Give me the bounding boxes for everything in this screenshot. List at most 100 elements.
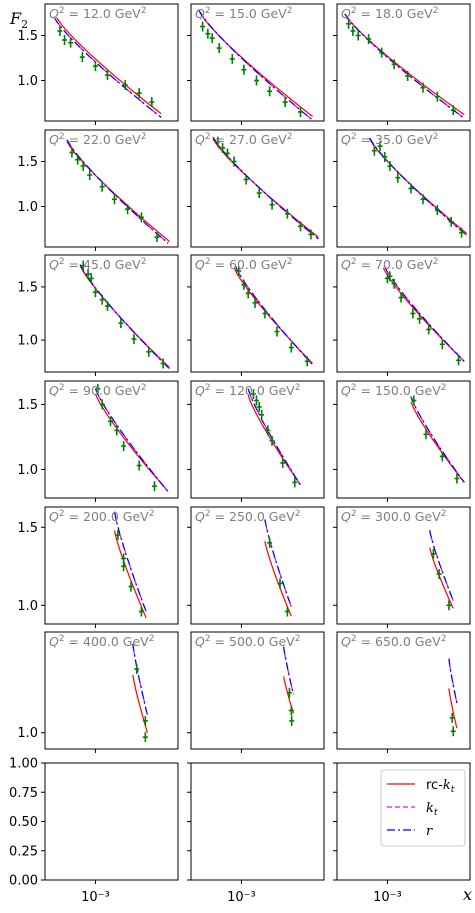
q2-label: Q2 = 150.0 GeV2 <box>341 383 446 398</box>
panel-frame <box>336 631 471 750</box>
q2-label: Q2 = 120.0 GeV2 <box>195 383 300 398</box>
y-tick-label: 1.0 <box>17 334 38 349</box>
q2-label: Q2 = 15.0 GeV2 <box>195 6 292 21</box>
curve-kt <box>283 646 295 695</box>
curve-r <box>448 658 458 704</box>
panel-q2-70.0: Q2 = 70.0 GeV2 <box>333 254 471 376</box>
panel-q2-650.0: Q2 = 650.0 GeV2 <box>333 631 471 753</box>
y-tick-label: 1.0 <box>17 599 38 614</box>
q2-label: Q2 = 400.0 GeV2 <box>49 634 154 649</box>
curve-kt <box>410 396 465 483</box>
panel-frame <box>190 3 325 122</box>
legend-label: r <box>426 824 433 839</box>
curve-rc-kt <box>448 688 458 729</box>
curve-kt <box>212 136 319 240</box>
panel-q2-18.0: Q2 = 18.0 GeV2 <box>333 3 471 125</box>
y-tick-label: 1.5 <box>17 155 38 170</box>
curve-rc-kt <box>382 267 465 362</box>
legend-frame <box>380 769 466 847</box>
y-tick-label: 0.25 <box>9 844 38 859</box>
panel-q2-500.0: Q2 = 500.0 GeV2 <box>187 631 325 753</box>
curve-kt <box>234 265 314 366</box>
curve-r <box>212 136 319 240</box>
empty-panel: 10⁻³ <box>187 762 325 905</box>
y-tick-label: 1.5 <box>17 29 38 44</box>
panel-frame <box>190 762 325 881</box>
y-axis-label: F2 <box>9 9 28 31</box>
curve-kt <box>132 643 149 716</box>
panel-frame <box>190 380 325 499</box>
q2-label: Q2 = 300.0 GeV2 <box>341 509 446 524</box>
y-tick-label: 1.5 <box>17 280 38 295</box>
panel-q2-90.0: 1.0 1.5 Q2 = 90.0 GeV2 <box>17 380 179 502</box>
panel-frame <box>44 380 179 499</box>
q2-label: Q2 = 22.0 GeV2 <box>49 132 146 147</box>
y-tick-label: 1.5 <box>17 521 38 536</box>
curve-rc-kt <box>247 395 301 486</box>
q2-label: Q2 = 12.0 GeV2 <box>49 6 146 21</box>
panel-frame <box>44 506 179 625</box>
panel-q2-300.0: Q2 = 300.0 GeV2 <box>333 506 471 628</box>
panel-frame <box>190 506 325 625</box>
panel-frame <box>44 129 179 248</box>
panel-q2-22.0: 1.0 1.5 Q2 = 22.0 GeV2 <box>17 129 179 251</box>
q2-label: Q2 = 70.0 GeV2 <box>341 257 438 272</box>
y-tick-label: 1.00 <box>9 757 38 772</box>
q2-label: Q2 = 18.0 GeV2 <box>341 6 438 21</box>
x-tick-label: 10⁻³ <box>373 890 402 905</box>
x-tick-label: 10⁻³ <box>227 890 256 905</box>
panel-q2-400.0: 1.0 Q2 = 400.0 GeV2 <box>17 631 179 753</box>
curve-rc-kt <box>79 265 171 369</box>
q2-label: Q2 = 500.0 GeV2 <box>195 634 300 649</box>
curve-r <box>53 17 162 118</box>
curve-kt <box>429 530 454 601</box>
curve-kt <box>94 388 169 492</box>
panel-q2-35.0: Q2 = 35.0 GeV2 <box>333 129 471 251</box>
panel-frame <box>336 129 471 248</box>
curve-rc-kt <box>56 17 162 115</box>
panel-q2-150.0: Q2 = 150.0 GeV2 <box>333 380 471 502</box>
curve-kt <box>113 511 147 612</box>
y-tick-label: 1.0 <box>17 74 38 89</box>
panel-frame <box>44 254 179 373</box>
y-tick-label: 1.0 <box>17 200 38 215</box>
q2-label: Q2 = 250.0 GeV2 <box>195 509 300 524</box>
q2-label: Q2 = 200.0 GeV2 <box>49 509 154 524</box>
panel-q2-12.0: 1.0 1.5 Q2 = 12.0 GeV2 <box>17 3 179 125</box>
q2-label: Q2 = 27.0 GeV2 <box>195 132 292 147</box>
curve-rc-kt <box>233 267 314 364</box>
panel-frame <box>336 3 471 122</box>
legend: rc-kt kt r <box>380 769 466 847</box>
panel-q2-120.0: Q2 = 120.0 GeV2 <box>187 380 325 502</box>
curve-r <box>94 388 169 492</box>
y-tick-label: 0.00 <box>9 874 38 889</box>
y-tick-label: 0.50 <box>9 815 38 830</box>
panel-q2-15.0: Q2 = 15.0 GeV2 <box>187 3 325 125</box>
x-axis-label: x <box>463 885 472 904</box>
q2-label: Q2 = 90.0 GeV2 <box>49 383 146 398</box>
curve-r <box>429 530 454 601</box>
y-tick-label: 1.0 <box>17 463 38 478</box>
curve-rc-kt <box>429 547 454 609</box>
legend-label: rc-kt <box>426 778 455 795</box>
curve-rc-kt <box>199 12 313 117</box>
panel-frame <box>336 506 471 625</box>
curve-rc-kt <box>66 141 170 243</box>
curve-r <box>344 13 465 119</box>
y-tick-label: 0.75 <box>9 786 38 801</box>
curve-kt <box>344 13 465 119</box>
panel-q2-60.0: Q2 = 60.0 GeV2 <box>187 254 325 376</box>
curve-r <box>383 265 465 362</box>
curve-kt <box>79 264 171 370</box>
curve-r <box>234 265 314 366</box>
curve-rc-kt <box>113 530 147 619</box>
panel-q2-250.0: Q2 = 250.0 GeV2 <box>187 506 325 628</box>
y-tick-label: 1.0 <box>17 726 38 741</box>
curve-kt <box>383 265 465 362</box>
q2-label: Q2 = 60.0 GeV2 <box>195 257 292 272</box>
panel-grid: 1.0 1.5 Q2 = 12.0 GeV2 Q2 = 15.0 GeV2 Q2 = 1… <box>9 3 471 905</box>
curve-r <box>264 519 292 608</box>
panel-frame <box>44 762 179 881</box>
panel-frame <box>336 380 471 499</box>
panel-frame <box>190 631 325 750</box>
